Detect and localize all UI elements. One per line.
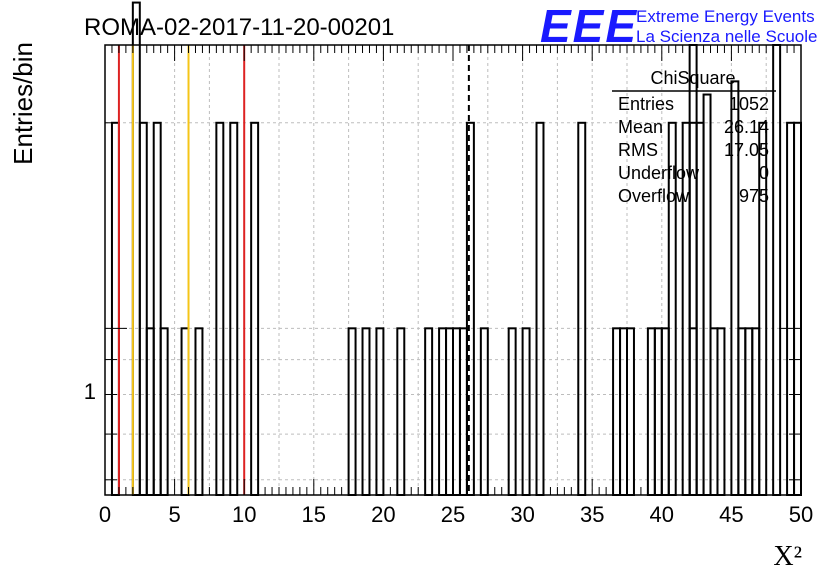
run-title: ROMA-02-2017-11-20-00201 xyxy=(84,14,394,41)
stats-value: 17.05 xyxy=(724,140,769,160)
x-axis-title: X² xyxy=(773,541,802,572)
stats-value: 26.14 xyxy=(724,117,769,137)
histogram-bin xyxy=(138,121,148,496)
histogram-bin xyxy=(438,327,448,496)
histogram-bin xyxy=(375,327,385,496)
x-tick-label: 35 xyxy=(580,502,604,527)
histogram-bin xyxy=(452,327,461,496)
histogram-bin xyxy=(159,327,169,496)
stats-label: Overflow xyxy=(618,186,690,206)
histogram-bin xyxy=(535,121,545,496)
x-tick-label: 10 xyxy=(232,502,256,527)
histogram-bin xyxy=(229,121,239,496)
axis-ticks xyxy=(104,45,802,495)
histogram-bin xyxy=(709,327,719,496)
stats-value: 0 xyxy=(759,163,769,183)
histogram-bin xyxy=(688,327,698,496)
x-tick-labels: 0 5 10 15 20 25 30 35 40 45 50 xyxy=(99,502,813,527)
histogram-bin xyxy=(751,327,761,496)
y-tick-label-1: 1 xyxy=(84,379,96,404)
x-tick-label: 5 xyxy=(168,502,180,527)
org-line-2: La Scienza nelle Scuole xyxy=(636,27,817,46)
histogram-bin xyxy=(653,327,663,496)
eee-logo: EEE xyxy=(540,0,638,52)
x-tick-label: 30 xyxy=(510,502,534,527)
histogram-bin xyxy=(507,327,517,496)
histogram-bin xyxy=(215,121,225,496)
histogram-bin xyxy=(145,327,155,496)
histogram-bin xyxy=(131,1,141,496)
histogram-bin xyxy=(786,121,796,496)
x-tick-label: 15 xyxy=(302,502,326,527)
histogram-bin xyxy=(521,327,531,496)
histogram-bin xyxy=(716,327,726,496)
histogram-bin xyxy=(152,121,162,496)
histogram-bin xyxy=(744,327,754,496)
histogram-bin xyxy=(737,327,747,496)
x-tick-label: 50 xyxy=(789,502,813,527)
x-tick-label: 20 xyxy=(371,502,395,527)
histogram-bin xyxy=(479,327,489,496)
histogram-bin xyxy=(361,327,371,496)
stats-title: ChiSquare xyxy=(650,68,735,88)
reference-lines xyxy=(117,45,470,495)
histogram-bin xyxy=(424,327,434,496)
x-tick-label: 25 xyxy=(441,502,465,527)
org-line-1: Extreme Energy Events xyxy=(636,7,815,26)
stats-value: 975 xyxy=(739,186,769,206)
histogram-bin xyxy=(110,121,120,496)
histogram-bin xyxy=(626,327,635,496)
y-axis-title: Entries/bin xyxy=(8,42,38,165)
stats-label: RMS xyxy=(618,140,658,160)
histogram-bin xyxy=(396,327,406,496)
x-tick-label: 40 xyxy=(650,502,674,527)
histogram-bin xyxy=(445,327,455,496)
histogram-bin xyxy=(250,121,260,496)
x-tick-label: 45 xyxy=(719,502,743,527)
x-tick-label: 0 xyxy=(99,502,111,527)
histogram-bin xyxy=(646,327,656,496)
histogram-bin xyxy=(180,327,190,496)
histogram-bin xyxy=(347,327,357,496)
stats-box: ChiSquare Entries 1052 Mean 26.14 RMS 17.05 Un… xyxy=(612,68,776,206)
histogram-bin xyxy=(619,327,628,496)
stats-label: Entries xyxy=(618,94,674,114)
stats-value: 1052 xyxy=(729,94,769,114)
stats-label: Underflow xyxy=(618,163,700,183)
histogram-bin xyxy=(612,327,622,496)
histogram-bin xyxy=(458,327,468,496)
histogram-bin xyxy=(577,121,587,496)
histogram-bin xyxy=(194,327,204,496)
stats-label: Mean xyxy=(618,117,663,137)
histogram-bin xyxy=(793,121,802,496)
histogram-bin xyxy=(660,327,670,496)
